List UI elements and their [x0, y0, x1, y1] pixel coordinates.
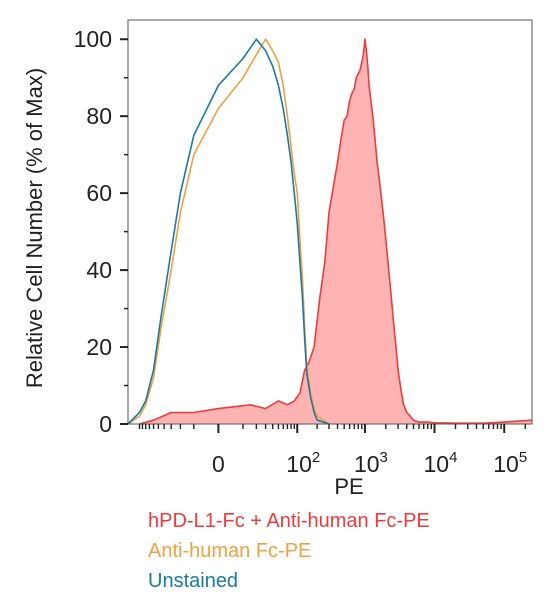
series-line-2 [127, 38, 330, 425]
y-tick-label-0: 0 [99, 411, 112, 437]
x-tick-label-2: 103 [354, 449, 388, 477]
legend-entry-unstained: Unstained [148, 570, 239, 592]
series-line-1 [127, 38, 330, 425]
series-line-0 [139, 38, 533, 425]
x-tick-label-1: 102 [286, 449, 320, 477]
y-axis-title: Relative Cell Number (% of Max) [22, 68, 47, 388]
legend-entry-hpdl1: hPD-L1-Fc + Anti-human Fc-PE [148, 510, 430, 532]
y-tick-label-3: 60 [86, 180, 112, 206]
series-area-0 [139, 39, 532, 424]
plot-area [127, 38, 533, 425]
y-tick-label-5: 100 [74, 26, 112, 52]
y-tick-label-1: 20 [86, 334, 112, 360]
x-axis-title: PE [334, 474, 363, 499]
axes: 0 20 40 60 80 100 0 102 103 104 105 [74, 19, 533, 477]
plot-frame [127, 19, 533, 425]
x-tick-label-3: 104 [424, 449, 458, 477]
x-tick-label-0: 0 [212, 451, 225, 477]
x-tick-label-4: 105 [493, 449, 527, 477]
legend-entry-anti-human-fc: Anti-human Fc-PE [148, 540, 312, 562]
y-tick-label-4: 80 [86, 103, 112, 129]
y-tick-label-2: 40 [86, 257, 112, 283]
legend: hPD-L1-Fc + Anti-human Fc-PE Anti-human … [148, 506, 430, 596]
